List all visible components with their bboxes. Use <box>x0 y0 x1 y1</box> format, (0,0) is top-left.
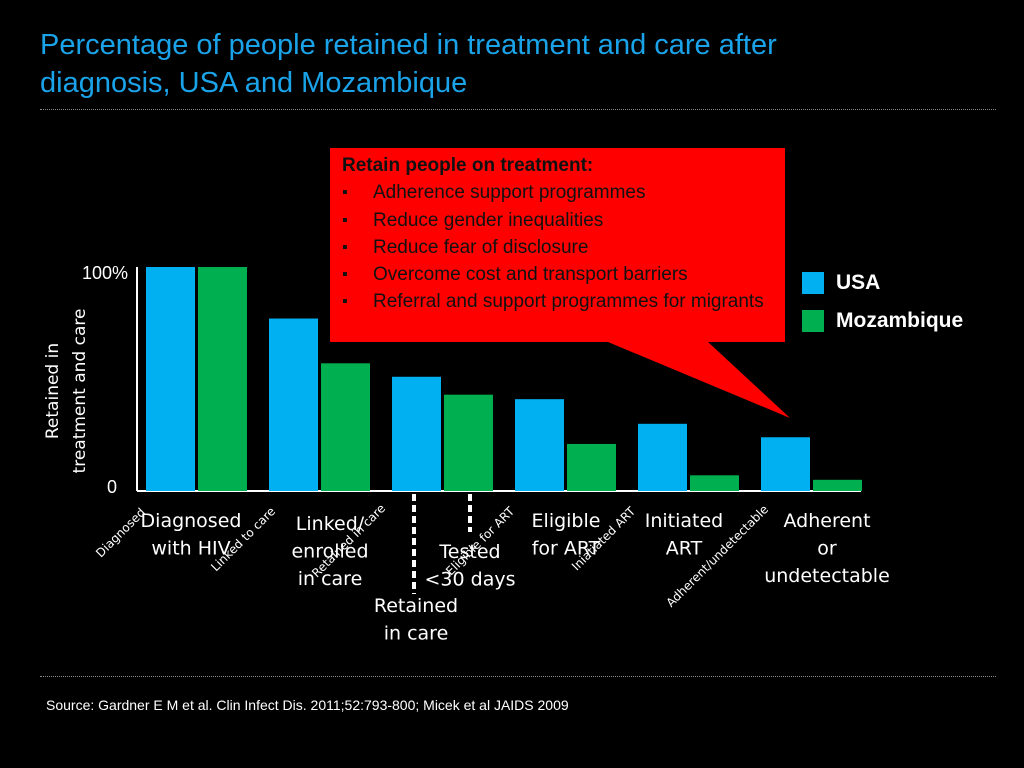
x-category-label: Adherent <box>783 510 870 532</box>
x-category-label: Linked/ <box>296 513 365 535</box>
x-category-label: ART <box>666 538 703 560</box>
y-axis-title: Retained in treatment and care <box>43 309 90 474</box>
bar-mozambique-5 <box>813 479 862 491</box>
bar-usa-2 <box>392 376 441 491</box>
x-category-label-tested: Tested <box>438 541 500 563</box>
x-category-label: for ART <box>532 538 601 560</box>
legend-label-usa: USA <box>836 271 881 294</box>
x-category-label: enrolled <box>291 541 368 563</box>
callout-item: Referral and support programmes for migr… <box>342 288 782 316</box>
bar-usa-4 <box>638 423 687 491</box>
legend-swatch-mozambique <box>802 310 824 332</box>
callout-list: Adherence support programmes Reduce gend… <box>342 179 782 316</box>
legend-item-mozambique: Mozambique <box>802 302 963 340</box>
callout-item: Reduce fear of disclosure <box>342 234 782 262</box>
bar-usa-0 <box>146 267 195 491</box>
x-category-label: in care <box>384 623 449 645</box>
x-category-label: Retained <box>374 595 458 617</box>
x-category-label: Initiated <box>645 510 724 532</box>
callout-heading: Retain people on treatment: <box>342 155 594 176</box>
rotated-annotation: Diagnosed <box>93 505 148 560</box>
x-category-label: undetectable <box>764 565 890 587</box>
x-category-label-tested: <30 days <box>425 569 516 591</box>
callout-item: Overcome cost and transport barriers <box>342 261 782 289</box>
legend-swatch-usa <box>802 272 824 294</box>
y-tick-label: 0 <box>107 477 117 497</box>
bar-mozambique-4 <box>690 475 739 491</box>
chart-legend: USA Mozambique <box>802 264 963 340</box>
bar-mozambique-3 <box>567 443 616 491</box>
legend-label-mozambique: Mozambique <box>836 309 964 332</box>
y-axis-title-line: Retained in <box>43 343 63 439</box>
x-category-label: with HIV <box>151 538 230 560</box>
x-category-label: in care <box>298 568 363 590</box>
y-axis-title-line: treatment and care <box>70 309 90 474</box>
title-divider <box>40 109 996 110</box>
legend-item-usa: USA <box>802 264 963 302</box>
bar-usa-5 <box>761 437 810 491</box>
x-category-label: Eligible <box>532 510 601 532</box>
footer-divider <box>40 676 996 677</box>
x-category-label: Diagnosed <box>141 510 242 532</box>
bar-mozambique-1 <box>321 363 370 491</box>
y-tick-label: 100% <box>82 263 128 283</box>
bar-usa-3 <box>515 399 564 491</box>
source-citation: Source: Gardner E M et al. Clin Infect D… <box>46 697 569 713</box>
callout-item: Reduce gender inequalities <box>342 207 782 235</box>
bar-mozambique-0 <box>198 267 247 491</box>
x-category-label: or <box>817 538 837 560</box>
callout-text: Retain people on treatment: Adherence su… <box>342 152 782 316</box>
bar-usa-1 <box>269 318 318 491</box>
bar-mozambique-2 <box>444 394 493 491</box>
callout-item: Adherence support programmes <box>342 179 782 207</box>
page-title: Percentage of people retained in treatme… <box>40 29 777 99</box>
